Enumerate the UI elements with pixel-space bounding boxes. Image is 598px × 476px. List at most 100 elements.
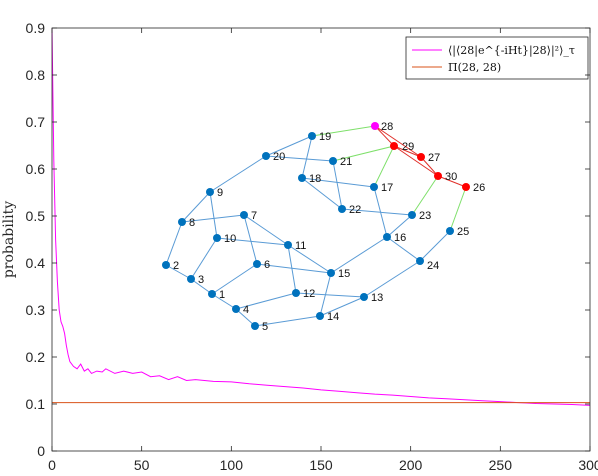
graph-node	[434, 172, 442, 180]
graph-edge	[341, 208, 413, 216]
graph-edge	[190, 278, 213, 295]
x-tick-label: 150	[309, 457, 333, 473]
graph-edge	[209, 191, 218, 239]
graph-node-label: 8	[189, 217, 195, 229]
legend: ⟨|⟨28|e^{-iHt}|28⟩|²⟩_τ Π(28, 28)	[405, 36, 589, 80]
graph-node	[308, 132, 316, 140]
x-tick-label: 50	[134, 457, 150, 473]
graph-edge	[216, 237, 289, 246]
graph-edge	[165, 264, 192, 280]
graph-node-label: 20	[273, 151, 285, 163]
graph-node-label: 5	[262, 321, 268, 333]
plot-area	[52, 28, 590, 451]
graph-node-label: 11	[295, 240, 306, 252]
y-tick-label: 0.2	[26, 349, 46, 365]
graph-edge	[254, 315, 321, 327]
graph-edge	[374, 125, 422, 158]
graph-node-label: 10	[224, 233, 236, 245]
graph-node	[408, 211, 416, 219]
graph-node-label: 24	[427, 260, 439, 272]
y-tick-label: 0.5	[26, 208, 46, 224]
graph-node-label: 13	[371, 292, 383, 304]
graph-node	[292, 289, 300, 297]
x-tick-label: 300	[578, 457, 598, 473]
graph-edge	[265, 155, 334, 162]
graph-edge	[374, 125, 395, 147]
graph-node	[462, 183, 470, 191]
legend-label-1: ⟨|⟨28|e^{-iHt}|28⟩|²⟩_τ	[448, 44, 575, 58]
graph-edge	[287, 244, 297, 294]
graph-node	[416, 257, 424, 265]
graph-edge	[235, 292, 297, 310]
x-tick-label: 0	[48, 457, 56, 473]
graph-edge	[235, 308, 256, 327]
graph-node	[316, 312, 324, 320]
graph-node-label: 9	[217, 187, 223, 199]
graph-edge	[311, 125, 376, 137]
plot-background	[52, 28, 590, 451]
graph-node	[390, 142, 398, 150]
graph-edge	[363, 260, 421, 298]
graph-edge	[332, 160, 343, 210]
graph-node-label: 28	[381, 121, 393, 133]
y-tick-label: 0	[37, 443, 45, 459]
graph-node-label: 15	[338, 268, 350, 280]
y-tick-label: 0.7	[26, 114, 46, 130]
graph-edge	[301, 177, 375, 188]
graph-node-label: 30	[445, 171, 457, 183]
graph-node	[162, 261, 170, 269]
graph-node	[262, 152, 270, 160]
series-line-1	[51, 27, 591, 406]
graph-edge	[165, 221, 183, 266]
graph-node-label: 29	[402, 141, 414, 153]
legend-box	[405, 36, 589, 80]
graph-edge	[301, 135, 313, 179]
graph-edge	[181, 191, 211, 223]
graph-edge	[420, 156, 439, 177]
graph-edge	[211, 263, 258, 295]
graph-node	[206, 188, 214, 196]
y-tick-label: 0.1	[26, 396, 46, 412]
graph-node-label: 26	[473, 182, 485, 194]
graph-node	[338, 205, 346, 213]
graph-node-label: 1	[219, 289, 225, 301]
graph-edge	[330, 236, 388, 274]
y-tick-label: 0.8	[26, 67, 46, 83]
graph-node-label: 23	[419, 210, 431, 222]
graph-edge	[449, 186, 467, 232]
graph-node-label: 21	[340, 156, 352, 168]
graph-node	[253, 260, 261, 268]
graph-node	[284, 241, 292, 249]
graph-node-label: 19	[319, 131, 331, 143]
graph-edge	[181, 214, 245, 223]
graph-node-label: 3	[198, 274, 204, 286]
graph-node	[178, 218, 186, 226]
graph-edge	[393, 145, 422, 158]
graph-node	[213, 234, 221, 242]
graph-node-label: 25	[457, 226, 469, 238]
graph-node	[232, 305, 240, 313]
y-tick-label: 0.6	[26, 161, 46, 177]
series-layer	[51, 27, 591, 406]
graph-node-label: 7	[251, 210, 257, 222]
graph-edge	[190, 237, 218, 280]
x-tick-label: 250	[489, 457, 513, 473]
graph-edge	[386, 236, 421, 262]
graph-node	[298, 174, 306, 182]
graph-edge	[437, 175, 467, 188]
graph-node	[417, 153, 425, 161]
y-axis-label: probability	[1, 201, 17, 278]
graph-edge	[287, 244, 332, 274]
graph-edge	[295, 292, 365, 298]
graph-edge	[332, 145, 395, 162]
graph-node	[187, 275, 195, 283]
graph-node-label: 2	[173, 260, 179, 272]
graph-node-label: 18	[309, 173, 321, 185]
x-tick-label: 200	[399, 457, 423, 473]
legend-label-2: Π(28, 28)	[448, 61, 501, 74]
graph-edge	[265, 135, 313, 157]
graph-node	[251, 322, 259, 330]
graph-edge	[243, 214, 258, 265]
graph-edge	[301, 177, 343, 210]
graph-edge	[319, 272, 332, 317]
